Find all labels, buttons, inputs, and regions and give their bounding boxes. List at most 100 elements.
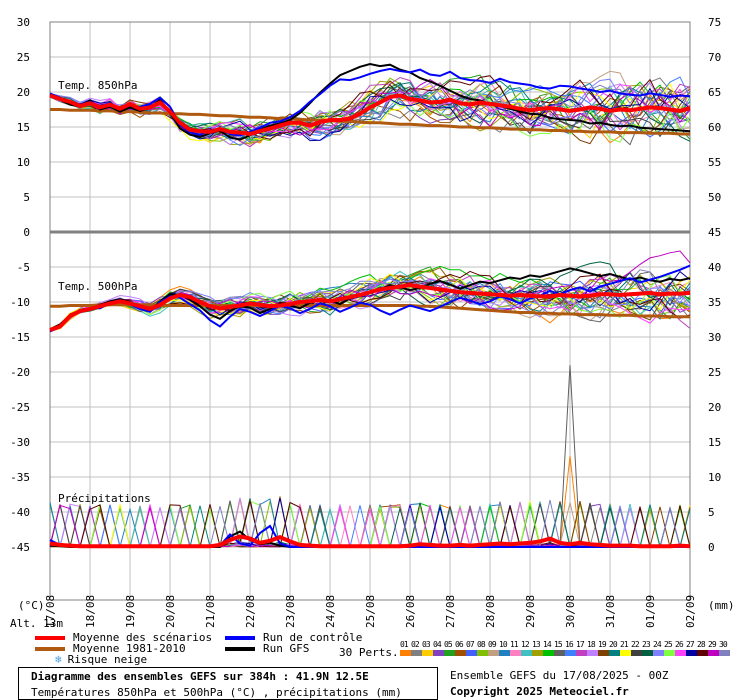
x-tick-label: 22/08 <box>244 595 257 628</box>
legend-control-swatch <box>225 635 255 640</box>
perturbation-number: 25 <box>664 640 673 649</box>
left-tick-label: 30 <box>17 16 30 29</box>
x-tick-label: 26/08 <box>404 595 417 628</box>
x-tick-label: 30/08 <box>564 595 577 628</box>
perturbation-swatch <box>576 650 587 656</box>
x-tick-label: 20/08 <box>164 595 177 628</box>
right-tick-label: 65 <box>708 86 721 99</box>
right-tick-label: 70 <box>708 51 721 64</box>
perturbation-number: 15 <box>554 640 563 649</box>
legend-control-label: Run de contrôle <box>263 631 363 644</box>
perturbation-number: 28 <box>697 640 706 649</box>
legend-climatology-label: Moyenne 1981-2010 <box>73 642 186 655</box>
left-tick-label: -45 <box>10 541 30 554</box>
perturbation-swatch <box>444 650 455 656</box>
left-axis-unit: (°C) <box>18 599 45 612</box>
perturbation-swatch <box>642 650 653 656</box>
left-tick-label: 20 <box>17 86 30 99</box>
tick-labels: 302520151050-5-10-15-20-25-30-35-40-4575… <box>10 16 721 628</box>
right-tick-label: 0 <box>708 541 715 554</box>
perturbation-number: 10 <box>499 640 508 649</box>
perturbation-swatch <box>510 650 521 656</box>
perturbation-swatch <box>719 650 730 656</box>
perturbation-number: 01 <box>400 640 409 649</box>
perturbation-swatch <box>554 650 565 656</box>
right-tick-label: 55 <box>708 156 721 169</box>
right-tick-label: 15 <box>708 436 721 449</box>
perturbation-swatch <box>609 650 620 656</box>
perturbation-number: 13 <box>532 640 541 649</box>
legend-climatology: Moyenne 1981-2010 <box>35 642 186 655</box>
legend-perts-label: 30 Perts. <box>339 646 399 659</box>
legend-mean-label: Moyenne des scénarios <box>73 631 213 644</box>
perturbation-number: 04 <box>433 640 442 649</box>
t850-control-line <box>49 67 691 137</box>
x-tick-label: 19/08 <box>124 595 137 628</box>
right-tick-label: 45 <box>708 226 721 239</box>
perturbation-swatch <box>422 650 433 656</box>
perturbation-number: 05 <box>444 640 453 649</box>
legend-control: Run de contrôle <box>225 631 362 644</box>
perturbation-number: 18 <box>587 640 596 649</box>
perturbation-numbers: 01 02 03 04 05 06 07 08 09 10 11 12 13 14 15 16 17 18 19 20… <box>400 640 730 649</box>
right-tick-label: 25 <box>708 366 721 379</box>
perturbation-swatch <box>664 650 675 656</box>
x-tick-label: 02/09 <box>684 595 697 628</box>
title-box: Diagramme des ensembles GEFS sur 384h : … <box>18 667 438 700</box>
left-tick-label: 10 <box>17 156 30 169</box>
perturbation-swatch <box>653 650 664 656</box>
right-tick-label: 50 <box>708 191 721 204</box>
perturbation-swatches <box>400 650 730 656</box>
perturbation-number: 23 <box>642 640 651 649</box>
perturbation-number: 17 <box>576 640 585 649</box>
perturbation-swatch <box>565 650 576 656</box>
legend-snow: ❄ Risque neige <box>55 653 147 666</box>
perturbation-number: 14 <box>543 640 552 649</box>
perturbation-number: 27 <box>686 640 695 649</box>
x-tick-label: 25/08 <box>364 595 377 628</box>
t850-mean-line <box>49 93 691 137</box>
perturbation-swatch <box>411 650 422 656</box>
perturbation-number: 29 <box>708 640 717 649</box>
perturbation-swatch <box>532 650 543 656</box>
chart-title: Diagramme des ensembles GEFS sur 384h : … <box>31 670 369 683</box>
perturbation-line-t850 <box>49 84 691 136</box>
perturbation-swatch <box>708 650 719 656</box>
perturbation-number: 12 <box>521 640 530 649</box>
x-tick-label: 17/08 <box>44 595 57 628</box>
right-tick-label: 35 <box>708 296 721 309</box>
precip-mean-line <box>49 534 691 549</box>
perturbation-number: 03 <box>422 640 431 649</box>
x-tick-label: 29/08 <box>524 595 537 628</box>
perturbation-number: 19 <box>598 640 607 649</box>
perturbation-number: 16 <box>565 640 574 649</box>
run-info: Ensemble GEFS du 17/08/2025 - 00Z <box>450 669 669 682</box>
copyright: Copyright 2025 Meteociel.fr <box>450 685 629 698</box>
legend-mean-swatch <box>35 635 65 640</box>
t850-climatology-line <box>50 108 690 136</box>
perturbation-swatch <box>488 650 499 656</box>
perturbation-number: 22 <box>631 640 640 649</box>
right-tick-label: 20 <box>708 401 721 414</box>
x-tick-label: 23/08 <box>284 595 297 628</box>
legend-gfs-swatch <box>225 646 255 651</box>
x-tick-label: 28/08 <box>484 595 497 628</box>
perturbation-number: 06 <box>455 640 464 649</box>
left-tick-label: 25 <box>17 51 30 64</box>
main-series-lines <box>49 62 691 549</box>
left-tick-label: -40 <box>10 506 30 519</box>
perturbation-swatch <box>521 650 532 656</box>
perturbation-swatch <box>598 650 609 656</box>
panel-label-t500: Temp. 500hPa <box>58 280 137 293</box>
left-tick-label: -20 <box>10 366 30 379</box>
perturbation-number: 07 <box>466 640 475 649</box>
perturbation-number: 30 <box>719 640 728 649</box>
perturbation-swatch <box>466 650 477 656</box>
legend-mean: Moyenne des scénarios <box>35 631 212 644</box>
left-tick-label: -25 <box>10 401 30 414</box>
left-tick-label: -15 <box>10 331 30 344</box>
perturbation-swatch <box>543 650 554 656</box>
perturbation-line-t850 <box>49 84 691 140</box>
left-tick-label: -35 <box>10 471 30 484</box>
